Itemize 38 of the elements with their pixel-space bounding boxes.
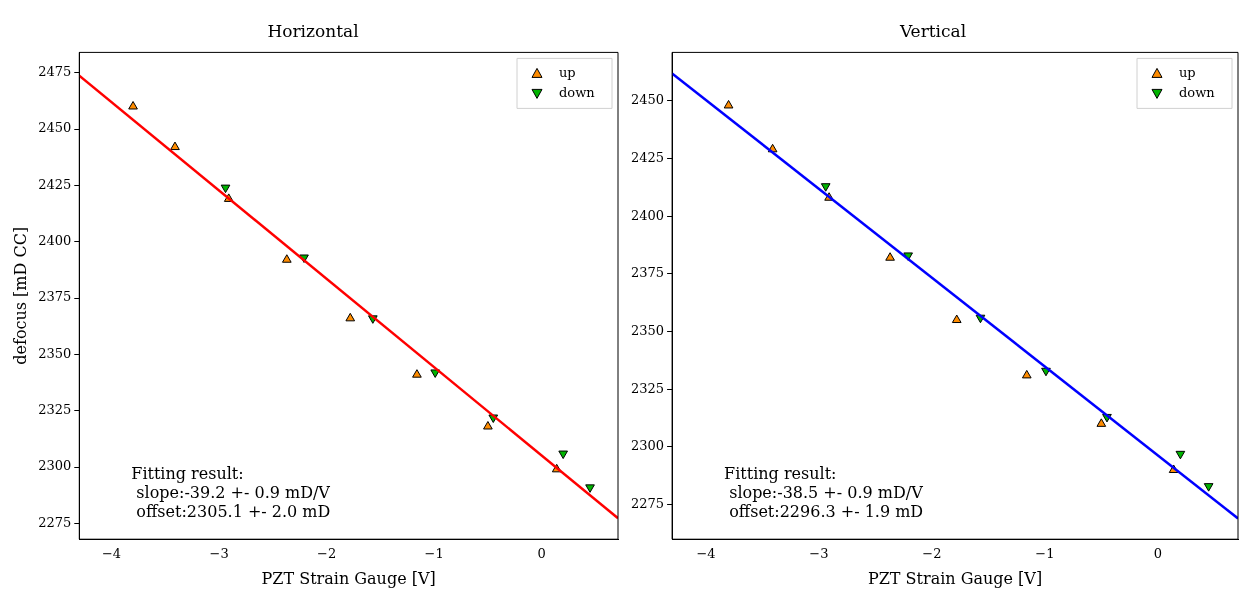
y-tick-label: 2325 (630, 380, 665, 396)
y-tick-label: 2275 (630, 495, 665, 511)
x-tick-label: 0 (537, 546, 546, 562)
y-tick-label: 2400 (630, 207, 665, 223)
y-tick-label: 2450 (630, 92, 665, 108)
chart-title: Horizontal (267, 20, 359, 41)
y-axis-title: defocus [mD CC] (10, 226, 30, 365)
y-tick-label: 2350 (630, 322, 665, 338)
x-tick-label: −4 (101, 546, 122, 562)
x-tick-label: −3 (809, 546, 829, 562)
y-tick-label: 2300 (38, 458, 72, 474)
annotation: Fitting result: slope:-39.2 +- 0.9 mD/V offset:2305.1 +- 2.0 mD (131, 464, 331, 522)
y-tick-label: 2300 (630, 438, 665, 454)
x-tick-label: −4 (696, 546, 716, 562)
y-tick-label: 2400 (38, 233, 72, 249)
x-tick-label: 0 (1153, 546, 1162, 562)
annotation: Fitting result: slope:-38.5 +- 0.9 mD/V offset:2296.3 +- 1.9 mD (724, 464, 924, 522)
chart-title: Vertical (898, 20, 967, 41)
x-tick-label: −1 (1035, 546, 1055, 562)
legend-label: up (1179, 64, 1196, 80)
y-tick-label: 2350 (38, 345, 72, 361)
legend-label: up (559, 64, 576, 80)
x-tick-label: −2 (317, 546, 337, 562)
x-axis-title: PZT Strain Gauge [V] (867, 568, 1043, 588)
y-tick-label: 2425 (630, 149, 665, 165)
y-tick-label: 2425 (38, 176, 72, 192)
y-tick-label: 2375 (38, 289, 72, 305)
legend-label: down (559, 84, 596, 100)
x-tick-label: −1 (424, 546, 444, 562)
legend-label: down (1179, 84, 1216, 100)
y-tick-label: 2375 (630, 265, 665, 281)
y-tick-label: 2325 (38, 402, 72, 418)
y-tick-label: 2275 (38, 514, 72, 530)
x-tick-label: −2 (922, 546, 942, 562)
x-axis-title: PZT Strain Gauge [V] (261, 568, 436, 588)
x-tick-label: −3 (209, 546, 229, 562)
y-tick-label: 2475 (38, 64, 72, 80)
y-tick-label: 2450 (38, 120, 72, 136)
